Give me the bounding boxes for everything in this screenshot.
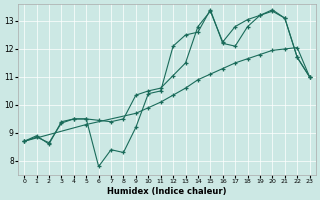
X-axis label: Humidex (Indice chaleur): Humidex (Indice chaleur) xyxy=(107,187,227,196)
